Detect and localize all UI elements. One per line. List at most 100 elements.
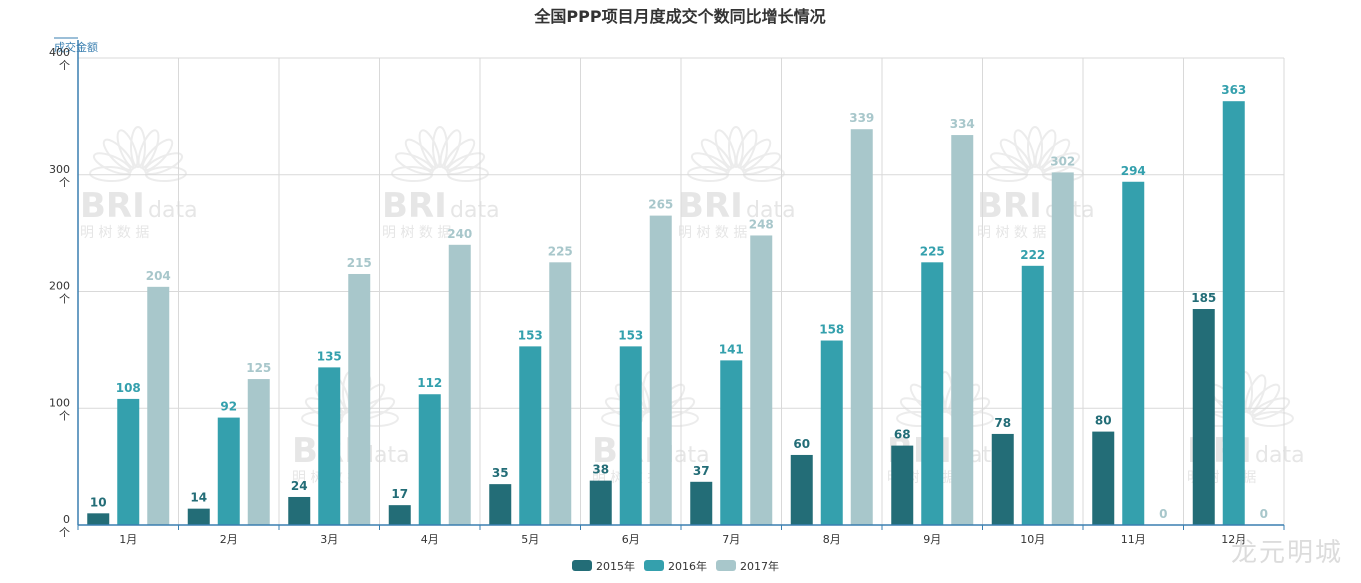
legend-label: 2017年 bbox=[740, 559, 779, 573]
y-tick-label: 400 个 bbox=[49, 46, 70, 72]
data-label: 10 bbox=[90, 495, 107, 509]
watermark-brand: BRI bbox=[977, 186, 1042, 226]
bar[interactable] bbox=[921, 262, 944, 525]
y-tick-label: 200 个 bbox=[49, 280, 70, 306]
data-label: 14 bbox=[190, 491, 207, 505]
bar[interactable] bbox=[891, 445, 914, 525]
data-label: 294 bbox=[1121, 164, 1146, 178]
bar[interactable] bbox=[247, 379, 270, 525]
watermark-chinese: 明 树 数 据 bbox=[678, 225, 747, 241]
data-label: 225 bbox=[920, 244, 945, 258]
bar[interactable] bbox=[619, 346, 642, 525]
bar[interactable] bbox=[850, 129, 873, 525]
bar[interactable] bbox=[87, 513, 110, 525]
watermark-brand: BRI bbox=[80, 186, 145, 226]
x-tick-label: 8月 bbox=[823, 533, 841, 546]
x-tick-label: 11月 bbox=[1121, 533, 1146, 546]
bar[interactable] bbox=[720, 360, 743, 525]
corner-watermark: 龙元明城 bbox=[1230, 538, 1343, 568]
watermark-chinese: 明 树 数 据 bbox=[80, 225, 149, 241]
bar[interactable] bbox=[1021, 265, 1044, 525]
data-label: 240 bbox=[447, 227, 472, 241]
legend-item[interactable]: 2016年 bbox=[644, 559, 707, 573]
x-tick-label: 7月 bbox=[722, 533, 740, 546]
watermark-chinese: 明 树 数 据 bbox=[977, 225, 1046, 241]
bar[interactable] bbox=[418, 394, 441, 525]
data-label: 185 bbox=[1191, 291, 1216, 305]
watermark-suffix: data bbox=[450, 198, 500, 223]
data-label: 215 bbox=[347, 256, 372, 270]
y-tick-labels: 0 个 100 个 200 个 300 个 400 个 bbox=[49, 46, 70, 539]
data-label: 248 bbox=[749, 217, 774, 231]
bar[interactable] bbox=[589, 480, 612, 525]
bar[interactable] bbox=[348, 273, 371, 525]
x-tick-label: 10月 bbox=[1020, 533, 1045, 546]
legend-item[interactable]: 2015年 bbox=[572, 559, 635, 573]
legend-item[interactable]: 2017年 bbox=[716, 559, 779, 573]
bar[interactable] bbox=[519, 346, 542, 525]
legend[interactable]: 2015年 2016年 2017年 bbox=[572, 559, 779, 573]
bar[interactable] bbox=[820, 340, 843, 525]
data-label: 135 bbox=[317, 349, 342, 363]
data-label: 24 bbox=[291, 479, 308, 493]
data-label: 78 bbox=[994, 416, 1011, 430]
data-label: 339 bbox=[849, 111, 874, 125]
bar[interactable] bbox=[991, 433, 1014, 525]
data-label: 204 bbox=[146, 269, 171, 283]
data-label: 108 bbox=[116, 381, 141, 395]
bar[interactable] bbox=[549, 262, 572, 525]
bar[interactable] bbox=[951, 135, 974, 525]
bar[interactable] bbox=[690, 481, 713, 525]
y-tick-label: 300 个 bbox=[49, 163, 70, 189]
bar[interactable] bbox=[147, 286, 170, 525]
bar[interactable] bbox=[1222, 101, 1245, 525]
x-tick-label: 3月 bbox=[320, 533, 338, 546]
bar[interactable] bbox=[448, 244, 471, 526]
axes bbox=[54, 37, 1285, 530]
bar[interactable] bbox=[1092, 431, 1115, 525]
data-label: 60 bbox=[793, 437, 810, 451]
data-label: 158 bbox=[819, 323, 844, 337]
bar[interactable] bbox=[790, 454, 813, 525]
bars bbox=[87, 101, 1245, 526]
bar[interactable] bbox=[1192, 309, 1215, 525]
data-label: 37 bbox=[693, 464, 710, 478]
legend-label: 2015年 bbox=[596, 559, 635, 573]
x-tick-label: 5月 bbox=[521, 533, 539, 546]
data-label: 153 bbox=[518, 328, 543, 342]
x-tick-label: 12月 bbox=[1221, 533, 1246, 546]
x-tick-label: 4月 bbox=[421, 533, 439, 546]
bar[interactable] bbox=[187, 508, 210, 525]
data-label: 125 bbox=[246, 361, 271, 375]
bar[interactable] bbox=[649, 215, 672, 526]
data-label: 302 bbox=[1050, 154, 1075, 168]
watermark-brand: BRI bbox=[382, 186, 447, 226]
legend-label: 2016年 bbox=[668, 559, 707, 573]
legend-swatch bbox=[716, 560, 736, 571]
data-label: 334 bbox=[950, 117, 975, 131]
data-label: 35 bbox=[492, 466, 509, 480]
bar[interactable] bbox=[489, 484, 512, 525]
bar[interactable] bbox=[1122, 181, 1145, 525]
bar[interactable] bbox=[217, 417, 240, 525]
data-label: 0 bbox=[1260, 507, 1268, 521]
watermark-chinese: 明 树 数 据 bbox=[382, 225, 451, 241]
data-label: 112 bbox=[417, 376, 442, 390]
watermark-suffix: data bbox=[148, 198, 198, 223]
bar[interactable] bbox=[318, 367, 341, 525]
bar[interactable] bbox=[750, 235, 773, 525]
data-label: 38 bbox=[592, 463, 609, 477]
data-label: 17 bbox=[391, 487, 408, 501]
x-tick-label: 9月 bbox=[923, 533, 941, 546]
bar[interactable] bbox=[1051, 172, 1074, 526]
data-label: 222 bbox=[1020, 248, 1045, 262]
data-label: 265 bbox=[648, 198, 673, 212]
legend-swatch bbox=[572, 560, 592, 571]
bar[interactable] bbox=[117, 398, 140, 525]
data-label: 225 bbox=[548, 244, 573, 258]
bar[interactable] bbox=[388, 505, 411, 525]
bar[interactable] bbox=[288, 496, 311, 525]
